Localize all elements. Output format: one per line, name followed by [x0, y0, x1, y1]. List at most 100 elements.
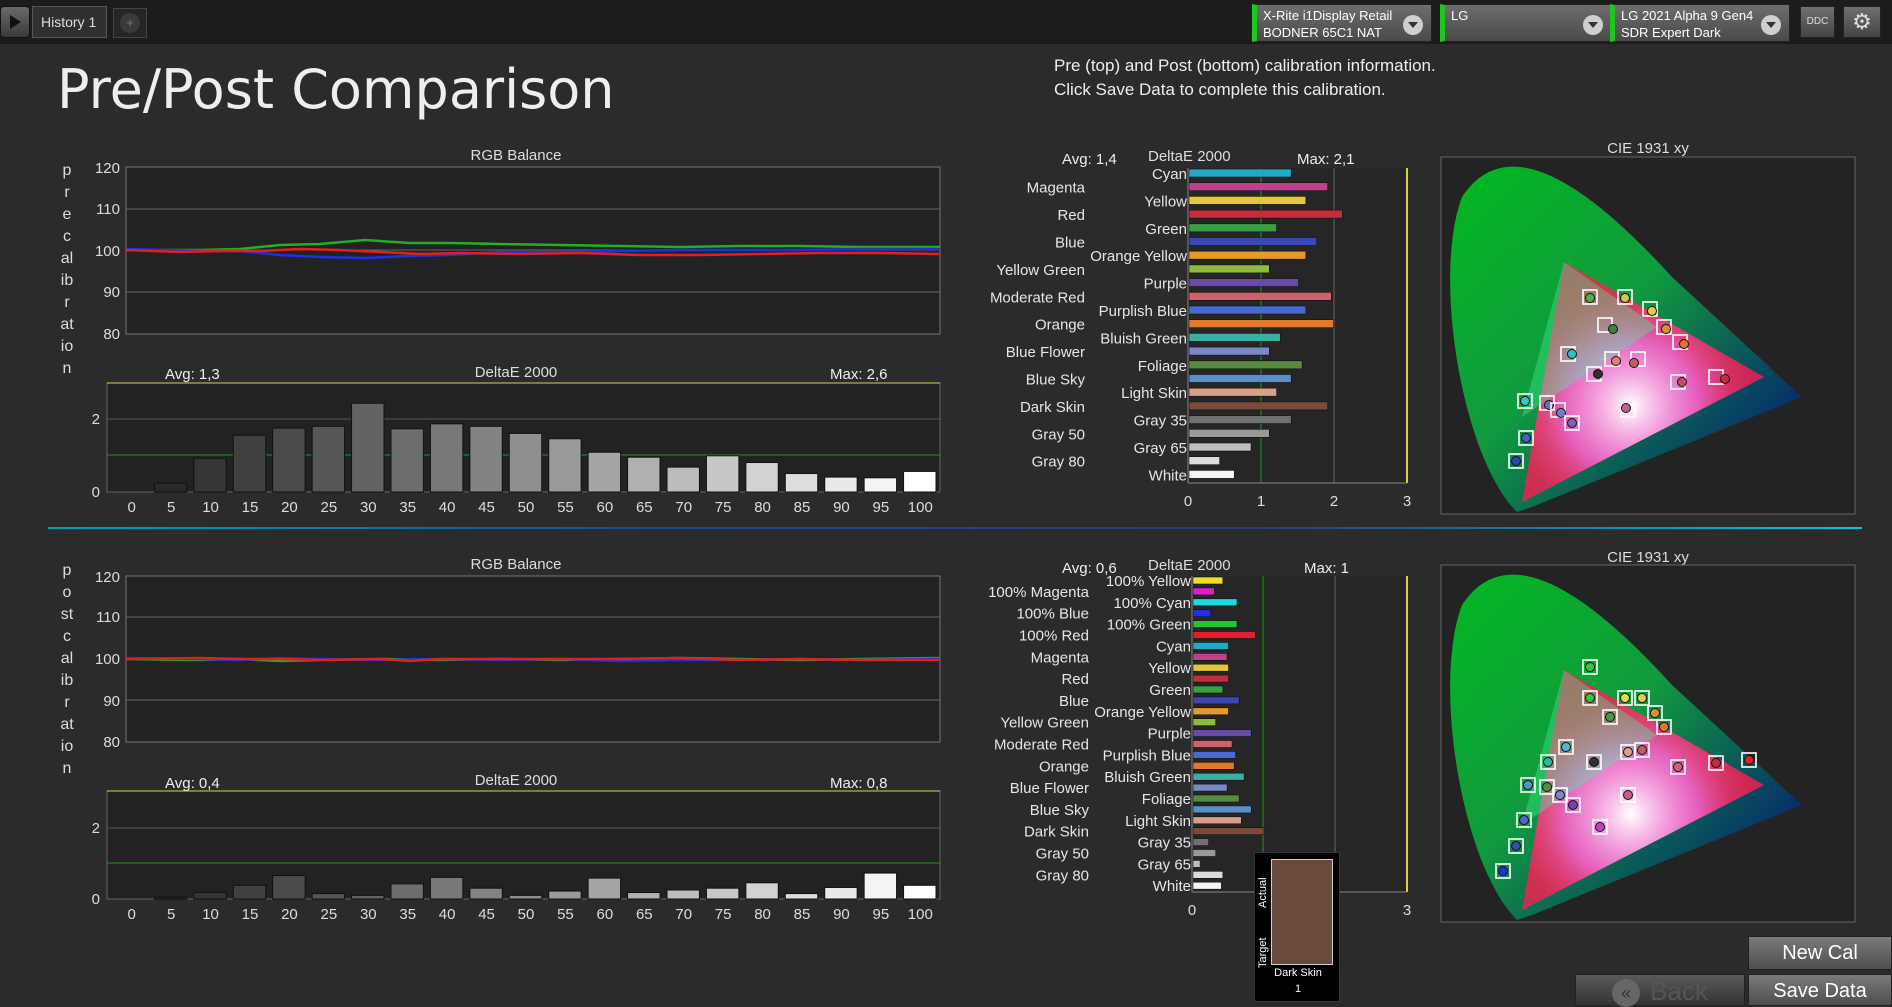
pre-color-label: Orange Yellow: [1090, 248, 1187, 265]
pre-grey-xlabel: 60: [597, 499, 614, 516]
post-color-bar: [1192, 870, 1224, 879]
post-color-bar: [1192, 685, 1224, 694]
post-color-bar: [1192, 827, 1265, 836]
pre-color-label: White: [1149, 467, 1187, 484]
post-color-bar: [1192, 707, 1229, 716]
post-color-bar: [1192, 794, 1240, 803]
back-button[interactable]: « Back: [1575, 974, 1745, 1007]
save-data-button[interactable]: Save Data: [1748, 974, 1892, 1006]
pre-rgb-chart: RGB Balance 120 110 100 90 80: [95, 147, 941, 343]
pre-color-bar: [1188, 319, 1334, 329]
pre-color-label: Green: [1145, 221, 1187, 238]
pre-color-bar: [1188, 456, 1220, 466]
post-color-bar: [1192, 881, 1222, 890]
pre-color-label: Light Skin: [1121, 385, 1187, 402]
pre-color-label: Gray 35: [1134, 413, 1187, 430]
post-color-bar: [1192, 751, 1236, 759]
play-icon[interactable]: [0, 6, 30, 38]
post-grey-bar: [745, 882, 779, 900]
post-color-bar: [1192, 849, 1217, 857]
post-grey-bar: [390, 883, 424, 900]
cie-gamut-green: [1522, 670, 1657, 825]
pre-grey-ytick: 0: [92, 484, 100, 501]
pre-color-label: Gray 50: [1032, 426, 1085, 443]
post-grey-bars: [153, 872, 937, 900]
cie-measured-point: [1620, 693, 1630, 703]
new-cal-button[interactable]: New Cal: [1748, 936, 1892, 970]
post-grey-ytick: 2: [92, 820, 100, 837]
post-rgb-ytick: 80: [103, 734, 120, 751]
pre-grey-xlabel: 55: [557, 499, 574, 516]
post-color-bar: [1192, 620, 1238, 628]
pre-color-label: Bluish Green: [1100, 330, 1187, 347]
pre-grey-xlabel: 80: [754, 499, 771, 516]
cie-measured-point: [1521, 433, 1531, 443]
ddc-button[interactable]: DDC: [1800, 6, 1835, 38]
add-tab-button[interactable]: +: [113, 8, 147, 38]
post-color-label: Green: [1149, 682, 1191, 699]
post-color-label: 100% Green: [1107, 617, 1191, 634]
tab-history-1[interactable]: History 1: [32, 6, 107, 38]
cie-target-marker: [1518, 430, 1534, 446]
cie-target-marker: [1552, 787, 1568, 803]
post-color-label: Dark Skin: [1024, 824, 1089, 841]
cie-measured-point: [1567, 349, 1577, 359]
chevron-down-icon: [1583, 15, 1603, 35]
cie-gamut-fill: [1522, 670, 1764, 910]
cie-target-marker: [1617, 690, 1633, 706]
pre-grey-xlabel: 0: [128, 499, 136, 516]
pre-color-bar: [1188, 387, 1277, 397]
post-grey-xlabel: 15: [242, 906, 259, 923]
pre-grey-bar: [193, 457, 227, 493]
post-grey-xlabel: 20: [281, 906, 298, 923]
info-line-1: Pre (top) and Post (bottom) calibration …: [1054, 56, 1436, 75]
post-grey-xlabel: 90: [833, 906, 850, 923]
pre-color-bar: [1188, 182, 1328, 191]
pre-grey-xlabels: 0 5 10 15 20 25 30 35 40 45 50 55 60 65 70 75 80 85 90 95 10…: [128, 499, 933, 516]
cie-measured-point: [1520, 396, 1530, 406]
pre-color-bar: [1188, 291, 1332, 301]
post-color-label: Purple: [1148, 726, 1191, 743]
post-rgb-ytick: 100: [95, 651, 120, 668]
post-grey-bar: [232, 884, 267, 900]
post-grey-bar: [824, 886, 858, 900]
cie-target-marker: [1582, 659, 1598, 675]
pre-color-label: Moderate Red: [990, 289, 1085, 306]
gear-icon[interactable]: ⚙: [1843, 6, 1881, 38]
cie-measured-point: [1544, 400, 1554, 410]
post-rgb-ytick: 90: [103, 693, 120, 710]
pre-color-title: DeltaE 2000: [1148, 148, 1231, 165]
pre-color-bar: [1188, 470, 1235, 479]
post-color-bar: [1192, 663, 1229, 672]
patch-tooltip: Actual Target Dark Skin 1: [1254, 852, 1340, 1002]
post-color-bar: [1192, 652, 1228, 661]
post-color-label: 100% Magenta: [988, 584, 1090, 601]
post-cie-plot: [1450, 574, 1802, 920]
pre-color-xtick: 0: [1184, 493, 1192, 510]
pre-grey-xlabel: 70: [675, 499, 692, 516]
pre-grey-xlabel: 75: [715, 499, 732, 516]
cie-target-marker: [1634, 690, 1650, 706]
cie-measured-point: [1593, 369, 1603, 379]
meter-dropdown[interactable]: X-Rite i1Display Retail BODNER 65C1 NAT: [1252, 4, 1432, 42]
cie-measured-point: [1585, 693, 1595, 703]
post-color-bar: [1192, 783, 1228, 792]
post-grey-bar: [272, 875, 306, 900]
cie-target-marker: [1642, 301, 1658, 317]
cie-measured-point: [1647, 306, 1657, 316]
cie-measured-point: [1720, 374, 1730, 384]
post-color-label: Blue Sky: [1030, 802, 1090, 819]
manufacturer-dropdown[interactable]: LG: [1440, 4, 1612, 42]
post-rgb-ytick: 120: [95, 569, 120, 586]
cie-target-marker: [1586, 754, 1602, 770]
display-dropdown[interactable]: LG 2021 Alpha 9 Gen4 SDR Expert Dark: [1610, 4, 1790, 42]
post-color-label: Blue: [1059, 693, 1089, 710]
pre-color-bar: [1188, 250, 1307, 260]
cie-gamut-green: [1522, 262, 1657, 417]
cie-measured-point: [1605, 712, 1615, 722]
cie-measured-point: [1523, 780, 1533, 790]
cie-measured-point: [1511, 456, 1521, 466]
cie-measured-point: [1650, 708, 1660, 718]
pre-color-label: Blue: [1055, 235, 1085, 252]
pre-red-line: [125, 247, 941, 257]
